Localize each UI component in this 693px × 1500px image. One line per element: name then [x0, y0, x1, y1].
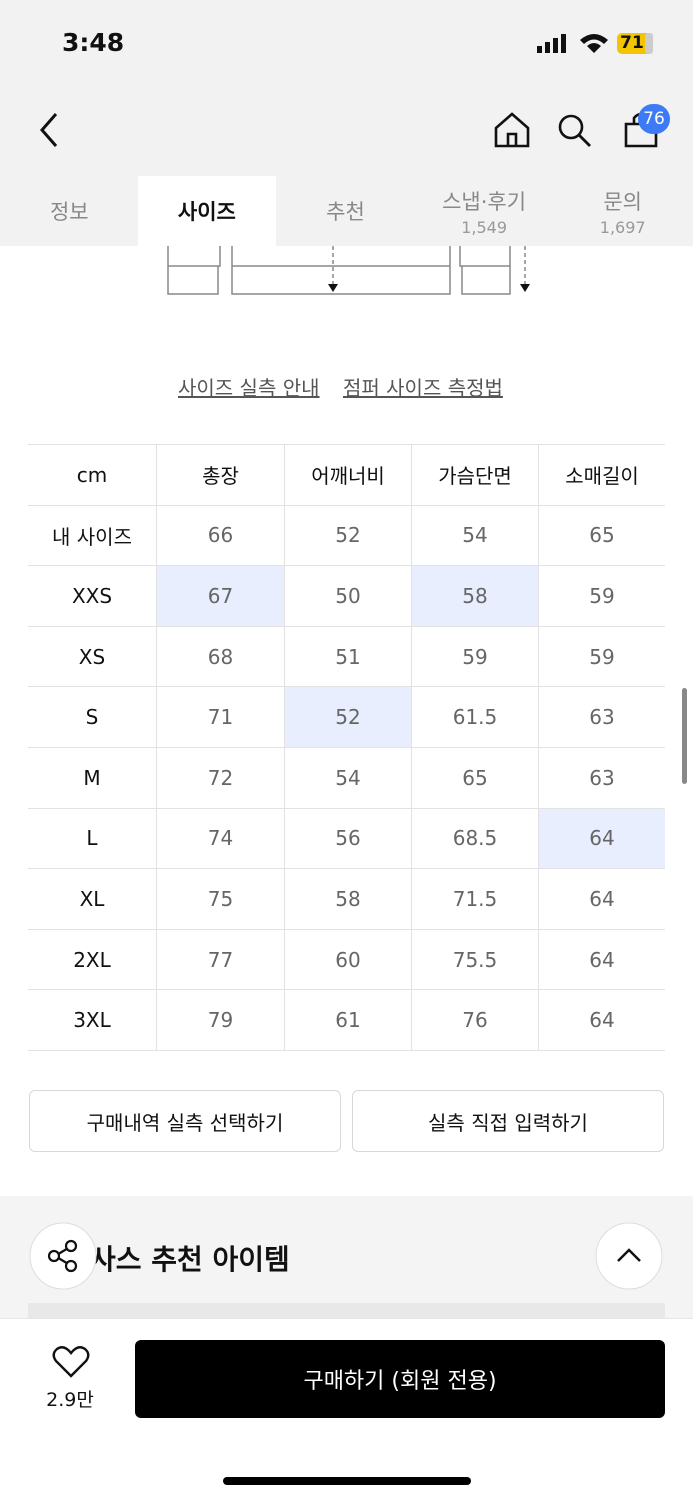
- table-header-cell: 어깨너비: [285, 445, 412, 506]
- table-cell: XS: [28, 626, 157, 688]
- tab[interactable]: 문의 1,697: [553, 176, 692, 246]
- table-header-cell: 소매길이: [539, 445, 665, 506]
- status-icons: [537, 33, 653, 54]
- like-count: 2.9만: [46, 1389, 94, 1411]
- button[interactable]: 실측 직접 입력하기: [352, 1090, 664, 1152]
- scrollbar: [682, 688, 687, 784]
- table-cell: M: [28, 748, 157, 809]
- tab-label: 스냅·후기: [442, 189, 527, 214]
- section: [0, 1196, 693, 1318]
- table-cell: 54: [412, 505, 539, 567]
- table-cell: 59: [412, 626, 539, 688]
- table-cell: 77: [157, 929, 285, 991]
- tab[interactable]: 정보: [0, 176, 139, 246]
- table-cell: 59: [539, 627, 665, 688]
- table-cell: 71: [157, 687, 285, 748]
- tab-label: 사이즈: [177, 200, 236, 224]
- table-cell: 58: [412, 566, 539, 627]
- scroll-top-button[interactable]: [594, 1221, 664, 1291]
- section-title: 사스 추천 아이템: [90, 1243, 290, 1276]
- home-indicator: [223, 1477, 471, 1485]
- tab-label: 정보: [49, 200, 89, 224]
- table-cell: 2XL: [28, 929, 157, 991]
- table-header-cell: 가슴단면: [412, 445, 539, 506]
- table-cell: 71.5: [412, 869, 539, 930]
- battery: 71: [620, 33, 644, 53]
- tab-count: 1,697: [599, 217, 646, 237]
- diagram-fragment: [167, 246, 530, 295]
- table-cell: 64: [539, 990, 665, 1051]
- table-cell: 64: [539, 930, 665, 991]
- table-cell: 59: [539, 566, 665, 627]
- table-cell: 64: [539, 808, 665, 870]
- table-cell: 65: [539, 506, 665, 567]
- tab-label: 문의: [603, 189, 642, 214]
- table-header-cell: cm: [28, 445, 157, 506]
- table-cell: 63: [539, 687, 665, 748]
- table-cell: S: [28, 687, 157, 748]
- table-cell: 52: [285, 505, 412, 567]
- table-cell: 64: [539, 869, 665, 930]
- top-area: [0, 0, 693, 246]
- time: 3:48: [62, 28, 125, 57]
- buy-button[interactable]: 구매하기 (회원 전용): [135, 1340, 665, 1418]
- table-cell: 51: [285, 626, 412, 688]
- cart-badge: 76: [638, 104, 670, 134]
- tab-count: 1,549: [461, 217, 507, 237]
- share-button[interactable]: [28, 1221, 98, 1291]
- table-cell: 54: [285, 748, 412, 809]
- table-cell: L: [28, 808, 157, 870]
- tab[interactable]: 추천: [276, 176, 415, 246]
- table-cell: XXS: [28, 566, 157, 627]
- table-cell: 65: [412, 748, 539, 809]
- button[interactable]: 구매내역 실측 선택하기: [29, 1090, 341, 1152]
- table-cell: 56: [285, 808, 412, 870]
- table-cell: 58: [285, 869, 412, 930]
- table-header-cell: 총장: [157, 445, 285, 506]
- table-cell: 내 사이즈: [28, 505, 157, 567]
- tab[interactable]: 스냅·후기 1,549: [415, 176, 554, 246]
- table-cell: 67: [157, 566, 285, 627]
- table-cell: 74: [157, 808, 285, 870]
- table-cell: 50: [285, 566, 412, 627]
- link[interactable]: 점퍼 사이즈 측정법: [343, 376, 503, 400]
- table-cell: 60: [285, 929, 412, 991]
- link[interactable]: 사이즈 실측 안내: [178, 376, 320, 400]
- table-cell: 68: [157, 626, 285, 688]
- table-cell: 72: [157, 748, 285, 809]
- table-cell: 79: [157, 990, 285, 1051]
- tab[interactable]: 사이즈: [137, 176, 277, 246]
- table-cell: 61.5: [412, 687, 539, 748]
- size-table: cm 총장 어깨너비 가슴단면 소매길이 내 사이즈 66 52 54 65 XXS 67 50 58 59…: [28, 444, 665, 1051]
- table-cell: 76: [412, 990, 539, 1051]
- table-cell: 75: [157, 869, 285, 930]
- table-cell: 75.5: [412, 929, 539, 991]
- table-cell: 68.5: [412, 808, 539, 870]
- table-cell: 66: [157, 505, 285, 567]
- table-cell: 52: [285, 687, 412, 748]
- table-cell: 3XL: [28, 990, 157, 1051]
- table-cell: 61: [285, 990, 412, 1051]
- nav-icons[interactable]: [30, 110, 670, 154]
- tab-label: 추천: [326, 200, 365, 224]
- table-cell: 63: [539, 748, 665, 809]
- table-cell: XL: [28, 869, 157, 930]
- like-icon[interactable]: [52, 1345, 90, 1379]
